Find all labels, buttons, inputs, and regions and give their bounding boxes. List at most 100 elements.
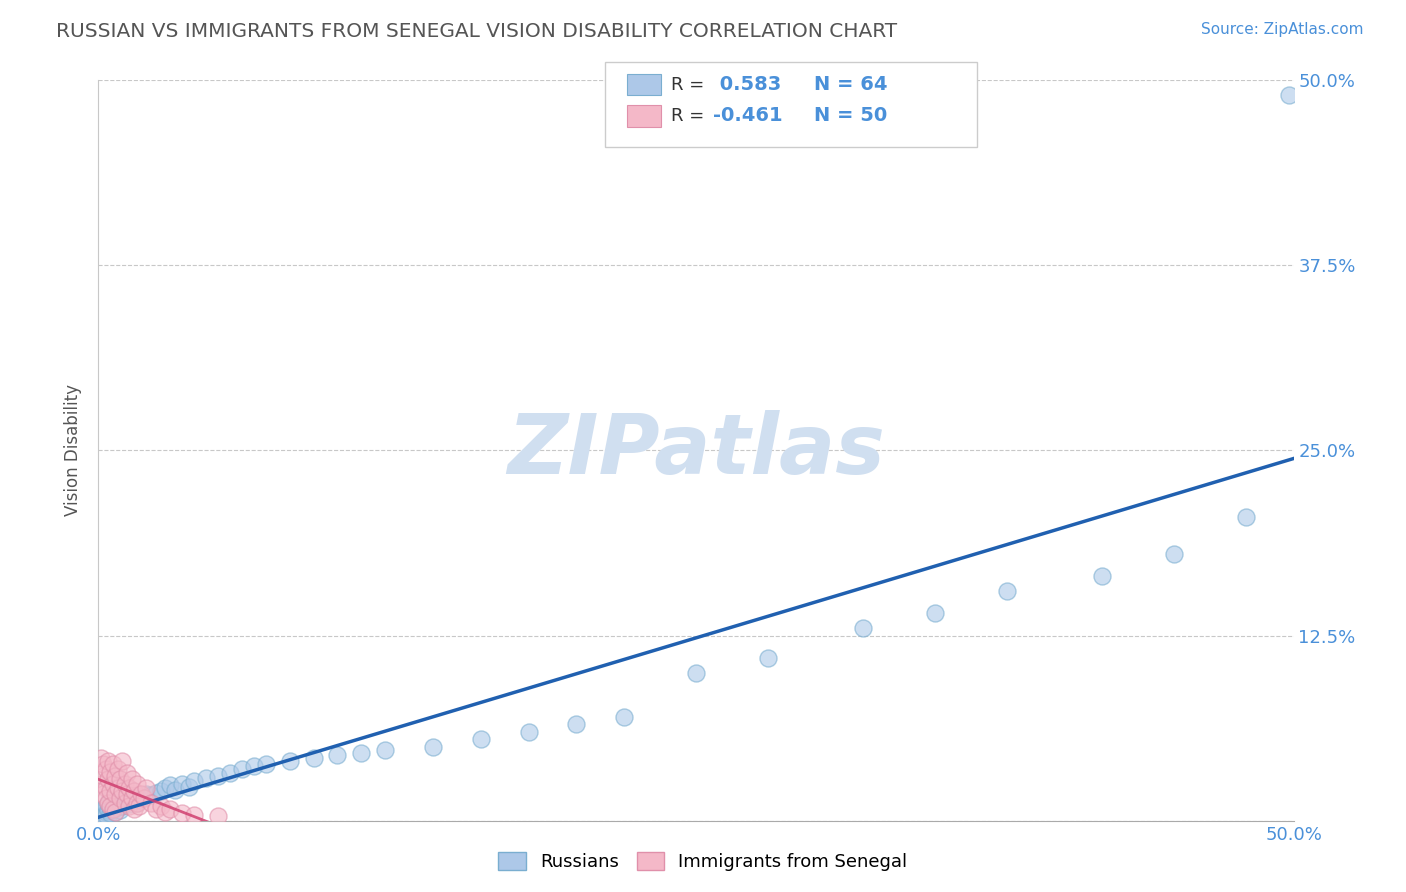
Point: [183, 773, 205, 788]
Point: [195, 771, 218, 785]
Point: [565, 717, 588, 731]
Point: [132, 791, 155, 805]
Point: [91, 769, 114, 783]
Text: RUSSIAN VS IMMIGRANTS FROM SENEGAL VISION DISABILITY CORRELATION CHART: RUSSIAN VS IMMIGRANTS FROM SENEGAL VISIO…: [56, 22, 897, 41]
Point: [115, 766, 138, 780]
Point: [101, 794, 124, 808]
Point: [422, 739, 444, 754]
Point: [98, 800, 122, 814]
Point: [1163, 547, 1185, 561]
Point: [104, 805, 127, 819]
Point: [149, 784, 172, 798]
Point: [114, 796, 136, 810]
Point: [94, 780, 117, 795]
Point: [107, 800, 129, 814]
Point: [128, 798, 150, 813]
Point: [111, 755, 134, 769]
Text: 0.583: 0.583: [713, 75, 782, 95]
Point: [124, 784, 146, 798]
Point: [243, 759, 266, 773]
Point: [172, 806, 194, 821]
Point: [118, 798, 141, 813]
Point: [115, 787, 138, 801]
Point: [107, 780, 129, 795]
Point: [98, 784, 122, 798]
Point: [91, 787, 114, 801]
Point: [159, 778, 181, 792]
Point: [231, 762, 253, 776]
Point: [1278, 88, 1301, 103]
Point: [517, 724, 540, 739]
Point: [97, 796, 120, 810]
Point: [91, 757, 114, 772]
Point: [97, 755, 120, 769]
Point: [155, 780, 177, 795]
Point: [90, 806, 112, 821]
Text: N = 50: N = 50: [814, 106, 887, 126]
Point: [125, 796, 148, 810]
Point: [98, 806, 122, 821]
Point: [207, 769, 229, 783]
Point: [107, 793, 129, 807]
Point: [121, 772, 143, 787]
Point: [97, 772, 120, 787]
Point: [135, 787, 157, 801]
Point: [94, 805, 117, 819]
Point: [155, 805, 177, 819]
Point: [183, 807, 205, 822]
Point: [104, 797, 127, 812]
Point: [101, 802, 124, 816]
Point: [104, 805, 127, 819]
Point: [159, 802, 181, 816]
Point: [94, 791, 117, 805]
Point: [145, 802, 167, 816]
Point: [98, 791, 122, 805]
Point: [924, 607, 946, 621]
Point: [101, 776, 124, 791]
Point: [254, 757, 277, 772]
Point: [149, 798, 172, 813]
Point: [90, 751, 112, 765]
Point: [111, 784, 134, 798]
Point: [101, 802, 124, 816]
Point: [124, 802, 146, 816]
Legend: Russians, Immigrants from Senegal: Russians, Immigrants from Senegal: [491, 845, 915, 879]
Point: [145, 785, 167, 799]
Point: [219, 766, 242, 780]
Point: [125, 776, 148, 791]
Point: [107, 762, 129, 776]
Point: [98, 798, 122, 813]
Point: [114, 776, 136, 791]
Point: [470, 732, 492, 747]
Point: [91, 802, 114, 816]
Point: [94, 762, 117, 776]
Point: [128, 793, 150, 807]
Point: [121, 794, 143, 808]
Point: [1234, 510, 1257, 524]
Point: [172, 776, 194, 791]
Text: R =: R =: [671, 76, 710, 94]
Point: [131, 789, 153, 804]
Point: [94, 798, 117, 813]
Point: [91, 809, 114, 823]
Point: [104, 787, 127, 801]
Point: [108, 772, 131, 787]
Point: [207, 809, 229, 823]
Point: [302, 751, 325, 765]
Point: [108, 796, 131, 810]
Point: [131, 787, 153, 801]
Point: [94, 807, 117, 822]
Point: [350, 746, 373, 760]
Text: ZIPatlas: ZIPatlas: [508, 410, 884, 491]
Point: [278, 755, 301, 769]
Point: [98, 764, 122, 779]
Point: [111, 798, 134, 813]
Point: [115, 793, 138, 807]
Point: [326, 748, 349, 763]
Point: [121, 791, 143, 805]
Point: [104, 769, 127, 783]
Point: [139, 789, 162, 803]
Point: [90, 776, 112, 791]
Point: [97, 803, 120, 817]
Point: [1091, 569, 1114, 583]
